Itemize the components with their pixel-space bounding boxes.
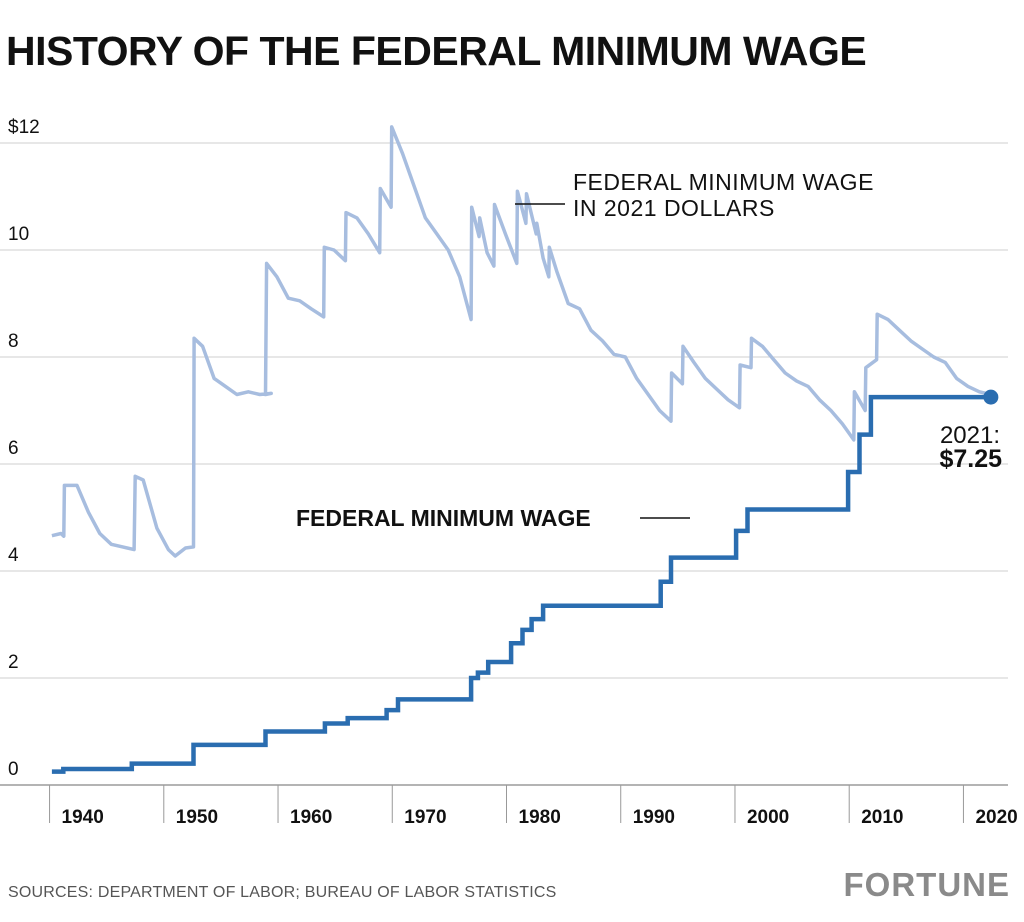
x-tick-label: 1940 <box>62 807 104 828</box>
real-wage-annotation-line1: FEDERAL MINIMUM WAGE <box>573 169 874 195</box>
brand-logo: FORTUNE <box>843 866 1010 903</box>
nominal-wage-line <box>51 394 991 774</box>
latest-value-marker <box>983 389 999 405</box>
y-tick-label: $12 <box>8 117 40 138</box>
nominal-wage-annotation: FEDERAL MINIMUM WAGE <box>296 505 591 531</box>
y-tick-label: 8 <box>8 331 19 352</box>
x-tick-label: 2010 <box>861 807 903 828</box>
x-axis-tick-labels: 1940 1950 1960 1970 1980 1990 2000 2010 2020 <box>49 785 1018 828</box>
real-wage-line <box>51 125 992 558</box>
y-axis-tick-labels: 0 2 4 6 8 10 $12 <box>8 117 40 780</box>
chart-title: HISTORY OF THE FEDERAL MINIMUM WAGE <box>6 28 867 74</box>
y-tick-label: 6 <box>8 438 19 459</box>
x-tick-label: 1950 <box>176 807 218 828</box>
source-note: SOURCES: DEPARTMENT OF LABOR; BUREAU OF … <box>8 884 557 901</box>
x-tick-label: 2020 <box>975 807 1017 828</box>
x-tick-label: 2000 <box>747 807 789 828</box>
y-tick-label: 2 <box>8 652 19 673</box>
real-wage-annotation-line2: IN 2021 DOLLARS <box>573 195 775 221</box>
x-tick-label: 1970 <box>404 807 446 828</box>
x-tick-label: 1980 <box>519 807 561 828</box>
x-tick-label: 1960 <box>290 807 332 828</box>
grid-lines <box>0 142 1008 786</box>
y-tick-label: 4 <box>8 545 19 566</box>
y-tick-label: 10 <box>8 224 29 245</box>
latest-value-year: 2021: <box>940 422 1000 449</box>
latest-value-amount: $7.25 <box>939 445 1002 473</box>
y-tick-label: 0 <box>8 759 19 780</box>
x-tick-label: 1990 <box>633 807 675 828</box>
